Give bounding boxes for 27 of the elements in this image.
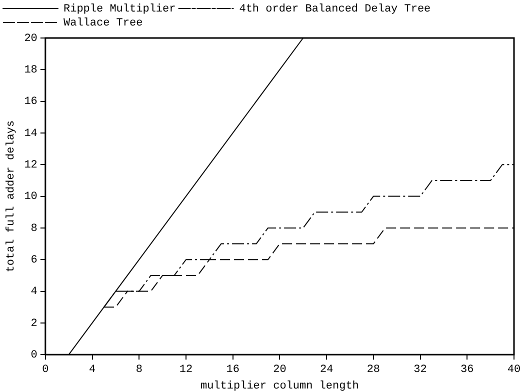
- y-tick-label: 8: [30, 222, 38, 235]
- y-tick-label: 14: [24, 128, 38, 140]
- x-tick-label: 36: [460, 364, 474, 376]
- x-tick-label: 16: [226, 364, 240, 376]
- y-tick-label: 0: [30, 350, 38, 362]
- legend-label: Ripple Multiplier: [64, 3, 176, 16]
- y-tick-label: 16: [24, 96, 38, 108]
- x-axis-title: multiplier column length: [200, 380, 359, 392]
- y-tick-label: 18: [24, 64, 38, 77]
- y-tick-label: 10: [24, 191, 38, 204]
- y-tick-label: 20: [24, 32, 38, 45]
- x-tick-label: 24: [320, 364, 334, 376]
- x-tick-label: 20: [273, 364, 286, 376]
- x-tick-label: 4: [88, 364, 96, 376]
- x-tick-label: 8: [136, 364, 142, 376]
- y-tick-label: 6: [30, 254, 38, 267]
- y-tick-label: 12: [24, 160, 38, 172]
- y-tick-label: 4: [30, 286, 38, 298]
- x-tick-label: 40: [507, 364, 521, 376]
- x-tick-label: 32: [414, 364, 427, 376]
- x-tick-label: 28: [366, 364, 380, 376]
- legend-label: 4th order Balanced Delay Tree: [239, 3, 431, 16]
- y-axis-title: total full adder delays: [6, 120, 18, 272]
- x-tick-label: 12: [179, 364, 193, 376]
- x-tick-label: 0: [42, 364, 49, 376]
- y-tick-label: 2: [30, 318, 38, 330]
- legend-label: Wallace Tree: [64, 17, 143, 30]
